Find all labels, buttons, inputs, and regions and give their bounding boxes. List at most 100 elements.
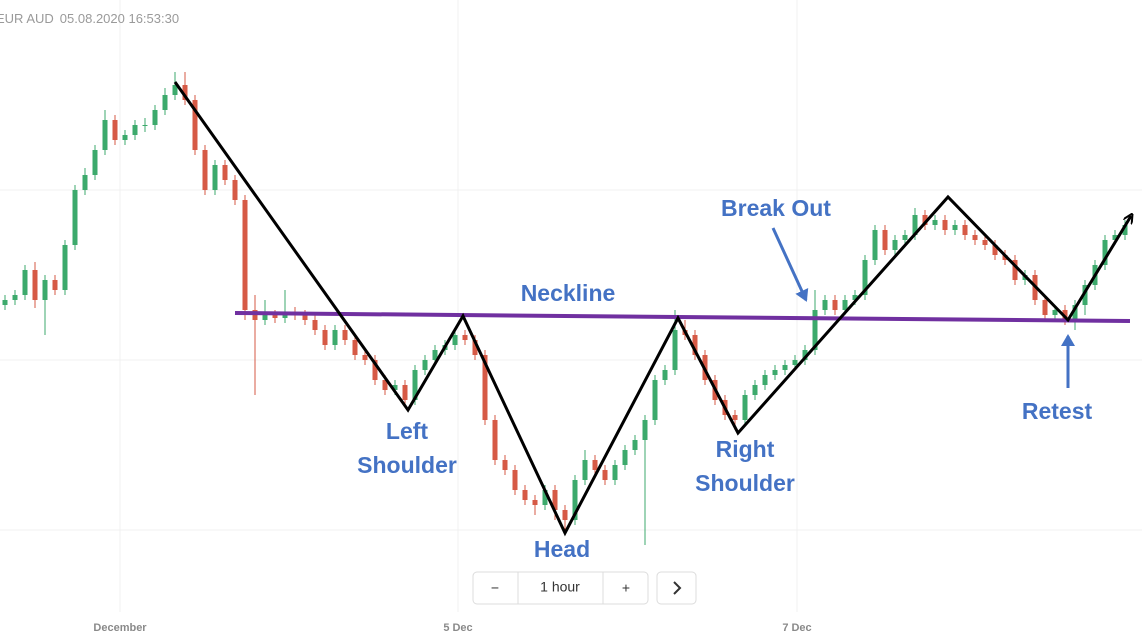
scroll-button[interactable] [656,571,697,605]
candle-body [582,460,588,480]
candle-body [402,385,408,400]
zoom-out-button[interactable]: − [491,580,499,596]
candle-body [982,240,988,245]
candle-body [262,315,268,320]
candle-body [882,230,888,250]
pattern-zigzag [173,81,1131,537]
candle-body [322,330,328,345]
candle-body [2,300,8,305]
candle-body [492,420,498,460]
candle-body [562,510,568,520]
candle-body [742,395,748,420]
candle-body [412,370,418,400]
candle-body [942,220,948,230]
candle-body [902,235,908,240]
candle-body [132,125,138,135]
candle-body [782,365,788,370]
candle-body [122,135,128,140]
candle-body [1042,300,1048,315]
candle-body [342,330,348,340]
candle-body [632,440,638,450]
candle-body [212,165,218,190]
candle-body [662,370,668,380]
candle-body [592,460,598,470]
candle-body [642,420,648,440]
candle-body [1102,240,1108,265]
candle-body [52,280,58,290]
neckline [234,311,1131,323]
candle-body [992,245,998,255]
candle-body [392,385,398,390]
symbol: EUR AUD [0,11,54,26]
candle-body [762,375,768,385]
candle-body [532,500,538,505]
x-tick-label: 7 Dec [782,622,811,634]
candle-body [382,380,388,390]
chart-header: EUR AUD 05.08.2020 16:53:30 [0,11,179,26]
candle-body [622,450,628,465]
candle-body [62,245,68,290]
candle-body [232,180,238,200]
candle-body [472,340,478,355]
candle-body [572,480,578,520]
neckline-label: Neckline [521,280,616,306]
candle-body [822,300,828,310]
candle-body [42,280,48,300]
candle-body [952,225,958,230]
candle-body [312,320,318,330]
candle-body [772,370,778,375]
candle-body [752,385,758,395]
candle-body [72,190,78,245]
candle-body [12,295,18,300]
candle-body [182,85,188,100]
candle-body [692,335,698,355]
candle-body [792,360,798,365]
candle-body [1072,305,1078,320]
candle-body [242,200,248,310]
retest-label: Retest [1022,398,1093,424]
candle-body [892,240,898,250]
candle-body [602,470,608,480]
candle-body [962,225,968,235]
candle-body [172,85,178,95]
x-tick-label: 5 Dec [443,622,472,634]
candle-body [142,125,148,126]
candle-body [732,415,738,420]
head-label: Head [534,536,590,562]
candle-body [272,315,278,318]
candle-body [22,270,28,295]
candle-body [542,490,548,505]
candle-body [112,120,118,140]
candle-body [502,460,508,470]
zoom-in-button[interactable]: + [622,580,630,596]
candle-body [1122,225,1128,235]
grid [0,0,1142,612]
candle-body [222,165,228,180]
candle-body [1112,235,1118,240]
right-shoulder-label: Shoulder [695,470,795,496]
interval-button[interactable]: 1 hour [540,579,580,595]
candle-body [972,235,978,240]
candle-body [912,215,918,235]
left-shoulder-label: Left [386,418,429,444]
candle-body [812,310,818,350]
candle-body [832,300,838,310]
candle-body [522,490,528,500]
candle-body [1052,310,1058,315]
candle-body [552,490,558,510]
candle-body [352,340,358,355]
interval-box [472,571,649,605]
right-shoulder-label: Right [716,436,775,462]
timestamp: 05.08.2020 16:53:30 [60,11,179,26]
candle-body [922,215,928,225]
candle-body [302,315,308,320]
break-out-label: Break Out [721,195,831,221]
candle-body [362,355,368,360]
x-tick-label: December [93,622,147,634]
candle-body [102,120,108,150]
candle-body [842,300,848,310]
candle-body [872,230,878,260]
candle-body [192,100,198,150]
